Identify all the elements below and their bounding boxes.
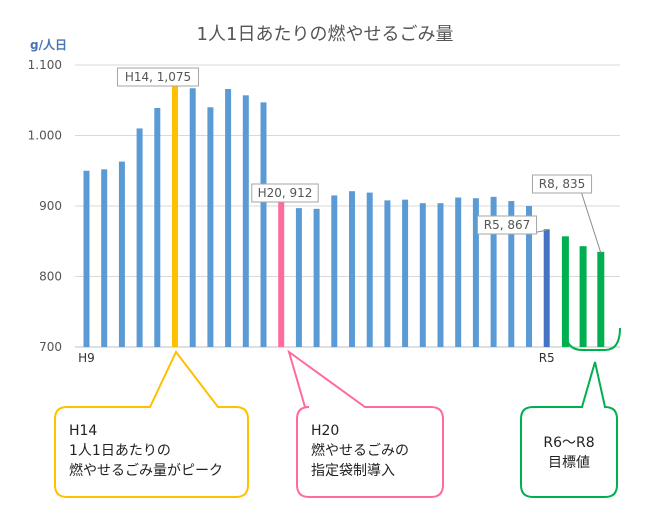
bar-R4	[526, 206, 532, 347]
bar-H17	[225, 88, 232, 347]
bar-H11	[118, 161, 125, 347]
callout-peak	[54, 350, 249, 498]
data-label-box	[251, 183, 319, 203]
bar-H19	[260, 102, 267, 348]
callout-peak-line: 燃やせるごみ量がピーク	[69, 462, 223, 479]
bar-H24	[349, 191, 355, 347]
bar-H12	[136, 128, 143, 347]
y-tick-label: 900	[39, 199, 62, 213]
bar-H28	[419, 203, 426, 347]
x-tick-label: H9	[78, 351, 95, 365]
data-label: R5, 867	[484, 218, 531, 232]
data-label-leader	[581, 192, 602, 253]
bar-H15	[189, 88, 196, 347]
callout-target	[520, 361, 618, 498]
bar-H29	[437, 203, 444, 347]
bar-R8	[597, 251, 605, 347]
bar-H21	[295, 208, 302, 347]
x-axis-labels: H9 R5	[78, 351, 555, 365]
y-tick-label: 700	[39, 340, 62, 354]
data-label-box	[531, 174, 593, 194]
bar-H25	[366, 192, 373, 347]
bar-H30	[455, 197, 462, 347]
bar-H20	[278, 197, 285, 347]
bar-R6	[561, 236, 569, 347]
callout-policy-line: H20	[311, 423, 339, 439]
y-axis-ticks: 700 800 900 1.000 1.100	[28, 58, 62, 354]
data-labels: H14, 1,075 H20, 912 R5, 867 R8, 835	[117, 67, 602, 253]
y-tick-label: 1.000	[28, 129, 62, 143]
bar-H14	[172, 82, 178, 347]
bar-H26	[384, 200, 391, 347]
bar-H23	[331, 195, 338, 347]
data-label-box	[117, 67, 199, 87]
x-tick-label: R5	[539, 351, 555, 365]
y-tick-label: 1.100	[28, 58, 62, 72]
bar-H9	[83, 170, 90, 347]
bar-R3	[508, 201, 515, 347]
bar-H13	[154, 108, 161, 347]
bar-R7	[579, 246, 587, 347]
target-bracket	[564, 327, 621, 351]
callout-peak-line: H14	[69, 423, 97, 439]
data-label: R8, 835	[539, 177, 586, 191]
bar-R5	[543, 229, 550, 347]
callout-target-line: R6～R8	[543, 435, 594, 451]
callout-target-line: 目標値	[548, 455, 590, 471]
bar-H22	[313, 208, 320, 347]
bar-H27	[402, 199, 409, 347]
bar-H10	[101, 169, 108, 347]
callout-policy	[287, 349, 444, 498]
bar-R1	[472, 198, 479, 347]
data-label: H14, 1,075	[125, 70, 191, 84]
callout-policy-line: 燃やせるごみの	[311, 442, 409, 459]
callout-policy-line: 指定袋制導入	[311, 463, 395, 479]
chart-title: 1人1日あたりの燃やせるごみ量	[197, 24, 454, 45]
bar-R2	[490, 196, 497, 347]
callout-peak-line: 1人1日あたりの	[69, 443, 171, 459]
bar-H16	[207, 107, 214, 347]
data-label-box	[476, 215, 538, 235]
data-label: H20, 912	[258, 186, 313, 200]
y-axis-unit: g/人日	[30, 37, 67, 52]
bars	[83, 82, 605, 348]
bar-H18	[242, 95, 249, 347]
y-tick-label: 800	[39, 270, 62, 284]
